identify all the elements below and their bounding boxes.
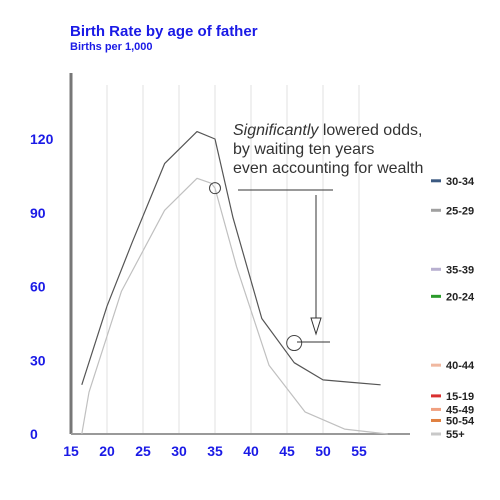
y-tick-labels: 0 30 60 90 120: [30, 131, 54, 442]
legend-label-55+: 55+: [446, 429, 465, 441]
annotation-line-2: by waiting ten years: [233, 141, 374, 158]
vertical-gridlines: [106, 85, 360, 434]
y-tick-120: 120: [30, 131, 54, 147]
annotation-emphasis: Significantly: [233, 122, 319, 139]
x-tick-20: 20: [99, 443, 115, 459]
x-tick-40: 40: [243, 443, 259, 459]
x-tick-labels: 15 20 25 30 35 40 45 50 55: [63, 443, 367, 459]
y-tick-30: 30: [30, 352, 46, 368]
y-tick-0: 0: [30, 426, 38, 442]
legend-label-40-44: 40-44: [446, 360, 475, 372]
legend-label-25-29: 25-29: [446, 205, 474, 217]
legend-label-35-39: 35-39: [446, 264, 474, 276]
legend-label-30-34: 30-34: [446, 176, 475, 188]
series-line-1: [81, 131, 381, 386]
legend-label-50-54: 50-54: [446, 415, 475, 427]
x-tick-35: 35: [207, 443, 223, 459]
x-tick-45: 45: [279, 443, 295, 459]
x-tick-15: 15: [63, 443, 79, 459]
annotation-line-3: even accounting for wealth: [233, 160, 423, 177]
highlight-markers: [209, 182, 303, 352]
series-line-2: [81, 177, 388, 435]
legend-label-45-49: 45-49: [446, 404, 474, 416]
chart-subtitle: Births per 1,000: [70, 41, 153, 53]
annotation-line-1-text: lowered odds,: [323, 122, 423, 139]
annotation-arrowhead: [310, 317, 322, 336]
legend: 30-34 25-29 35-39 20-24 40-44 15-1945-4950-54…: [431, 176, 475, 441]
y-tick-60: 60: [30, 279, 46, 295]
x-tick-30: 30: [171, 443, 187, 459]
highlight-circle-1: [209, 182, 221, 195]
legend-label-15-19: 15-19: [446, 391, 474, 403]
legend-label-20-24: 20-24: [446, 291, 475, 303]
x-tick-25: 25: [135, 443, 151, 459]
highlight-circle-2: [286, 335, 303, 352]
annotation-line-1: Significantly lowered odds,: [233, 122, 422, 139]
y-tick-90: 90: [30, 205, 46, 221]
x-tick-55: 55: [351, 443, 367, 459]
annotation: Significantly lowered odds, by waiting t…: [233, 122, 423, 343]
chart-title: Birth Rate by age of father: [70, 23, 258, 40]
x-tick-50: 50: [315, 443, 331, 459]
axes: [69, 73, 410, 435]
series-lines: [81, 131, 388, 435]
